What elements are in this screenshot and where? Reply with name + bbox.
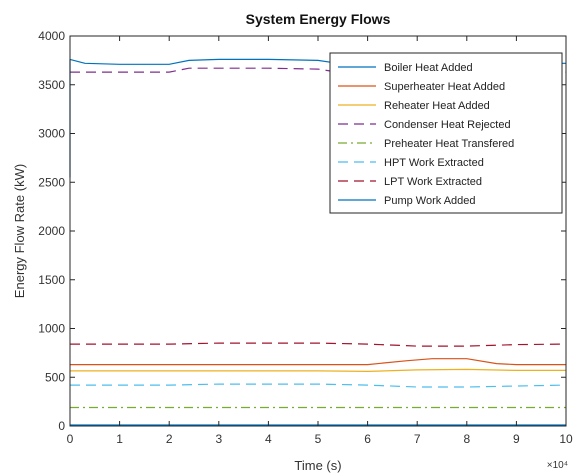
y-tick-label: 500 bbox=[45, 370, 65, 384]
x-axis-ticks: 0 1 2 3 4 5 6 7 8 9 10 bbox=[67, 36, 573, 446]
legend-entry-label: Pump Work Added bbox=[384, 195, 476, 207]
legend: Boiler Heat Added Superheater Heat Added R… bbox=[329, 52, 563, 214]
y-axis-label: Energy Flow Rate (kW) bbox=[12, 164, 27, 298]
legend-entry-label: Reheater Heat Added bbox=[384, 100, 490, 112]
legend-entry-label: Condenser Heat Rejected bbox=[384, 119, 511, 131]
y-tick-label: 2500 bbox=[38, 175, 65, 189]
y-tick-label: 2000 bbox=[38, 224, 65, 238]
x-tick-label: 1 bbox=[116, 432, 123, 446]
x-tick-label: 0 bbox=[67, 432, 74, 446]
x-tick-label: 8 bbox=[463, 432, 470, 446]
y-tick-label: 0 bbox=[58, 419, 65, 433]
legend-entry-label: Preheater Heat Transfered bbox=[384, 138, 514, 150]
x-tick-label: 5 bbox=[315, 432, 322, 446]
x-tick-label: 2 bbox=[166, 432, 173, 446]
series-line-7 bbox=[70, 342, 567, 347]
y-tick-label: 3500 bbox=[38, 78, 65, 92]
legend-entry-label: HPT Work Extracted bbox=[384, 157, 484, 169]
x-tick-label: 9 bbox=[513, 432, 520, 446]
x-tick-label: 10 bbox=[559, 432, 573, 446]
x-tick-label: 4 bbox=[265, 432, 272, 446]
legend-entry-label: Superheater Heat Added bbox=[384, 81, 505, 93]
x-tick-label: 3 bbox=[215, 432, 222, 446]
legend-box bbox=[329, 52, 563, 214]
series-line-4 bbox=[70, 67, 566, 73]
x-tick-label: 6 bbox=[364, 432, 371, 446]
series-line-2 bbox=[70, 358, 566, 366]
series-line-6 bbox=[70, 383, 567, 388]
x-axis-label: Time (s) bbox=[294, 458, 341, 473]
y-axis-ticks: 0 500 1000 1500 2000 2500 3000 3500 4000 bbox=[38, 29, 566, 433]
legend-entry-label: Boiler Heat Added bbox=[384, 62, 473, 74]
y-tick-label: 1500 bbox=[38, 273, 65, 287]
series-line-3 bbox=[70, 368, 566, 373]
y-tick-label: 3000 bbox=[38, 127, 65, 141]
y-tick-label: 1000 bbox=[38, 322, 65, 336]
x-tick-label: 7 bbox=[414, 432, 421, 446]
legend-entry-label: LPT Work Extracted bbox=[384, 176, 482, 188]
y-tick-label: 4000 bbox=[38, 29, 65, 43]
x-axis-multiplier: ×10⁴ bbox=[547, 460, 568, 471]
chart-title: System Energy Flows bbox=[246, 11, 391, 27]
